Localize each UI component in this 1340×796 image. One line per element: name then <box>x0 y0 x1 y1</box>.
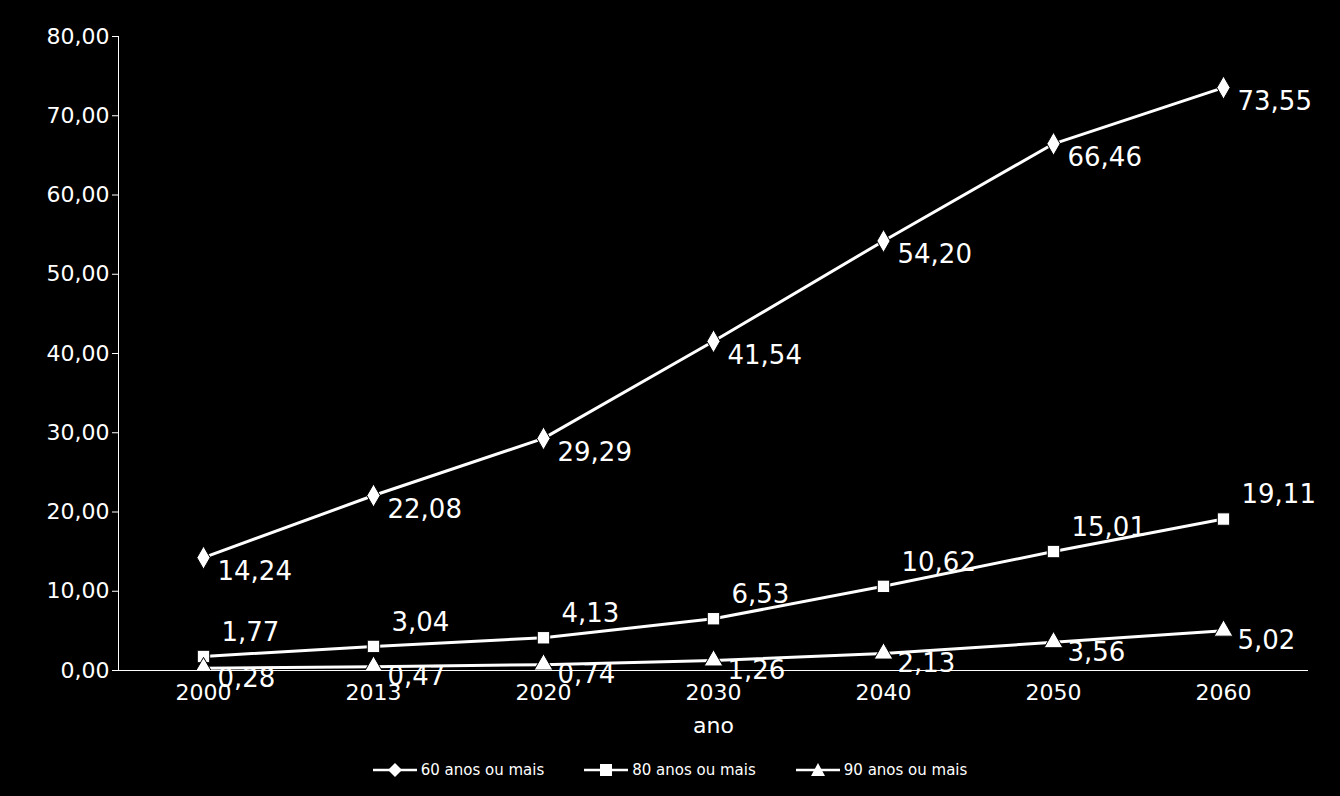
svg-text:2040: 2040 <box>856 680 912 705</box>
svg-text:1,77: 1,77 <box>222 617 280 647</box>
svg-text:30,00: 30,00 <box>47 420 110 445</box>
svg-text:20,00: 20,00 <box>47 499 110 524</box>
svg-text:80,00: 80,00 <box>47 24 110 49</box>
svg-text:ano: ano <box>693 713 734 738</box>
svg-text:2,13: 2,13 <box>898 648 956 678</box>
svg-text:54,20: 54,20 <box>898 239 972 269</box>
html-text:60 anos ou mais: 60 anos ou mais <box>420 761 545 779</box>
svg-text:14,24: 14,24 <box>218 556 292 586</box>
svg-text:40,00: 40,00 <box>47 341 110 366</box>
svg-text:1,26: 1,26 <box>728 655 786 685</box>
svg-text:10,62: 10,62 <box>902 547 976 577</box>
svg-text:0,74: 0,74 <box>558 659 616 689</box>
svg-text:3,04: 3,04 <box>392 607 450 637</box>
svg-text:50,00: 50,00 <box>47 261 110 286</box>
svg-text:73,55: 73,55 <box>1238 86 1312 116</box>
svg-text:15,01: 15,01 <box>1072 512 1146 542</box>
svg-text:29,29: 29,29 <box>558 437 632 467</box>
html-text:90 anos ou mais: 90 anos ou mais <box>843 761 968 779</box>
svg-text:3,56: 3,56 <box>1068 637 1126 667</box>
svg-text:2050: 2050 <box>1026 680 1082 705</box>
svg-text:10,00: 10,00 <box>47 578 110 603</box>
html-text:80 anos ou mais: 80 anos ou mais <box>632 761 756 779</box>
svg-text:5,02: 5,02 <box>1238 625 1296 655</box>
svg-text:6,53: 6,53 <box>732 579 790 609</box>
svg-text:0,00: 0,00 <box>61 658 110 683</box>
svg-text:66,46: 66,46 <box>1068 142 1142 172</box>
svg-text:2020: 2020 <box>515 680 572 706</box>
svg-text:2030: 2030 <box>685 680 742 706</box>
svg-text:0,47: 0,47 <box>388 661 446 691</box>
svg-text:2000: 2000 <box>175 680 232 706</box>
svg-text:2060: 2060 <box>1196 680 1252 705</box>
svg-text:19,11: 19,11 <box>1242 479 1316 509</box>
svg-text:41,54: 41,54 <box>728 340 802 370</box>
svg-text:22,08: 22,08 <box>388 494 462 524</box>
svg-text:4,13: 4,13 <box>562 598 620 628</box>
svg-text:70,00: 70,00 <box>47 103 110 128</box>
svg-text:0,28: 0,28 <box>218 663 276 693</box>
svg-text:2013: 2013 <box>345 680 402 706</box>
svg-text:60,00: 60,00 <box>47 182 110 207</box>
